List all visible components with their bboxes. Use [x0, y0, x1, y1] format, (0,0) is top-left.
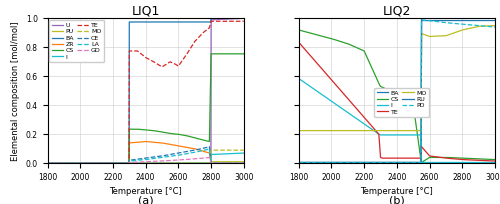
Title: LIQ1: LIQ1	[132, 4, 160, 17]
Text: (b): (b)	[389, 196, 404, 204]
Title: LIQ2: LIQ2	[382, 4, 411, 17]
Y-axis label: Elemental composition [mol/mol]: Elemental composition [mol/mol]	[11, 21, 20, 161]
X-axis label: Temperature [°C]: Temperature [°C]	[110, 187, 182, 196]
X-axis label: Temperature [°C]: Temperature [°C]	[360, 187, 433, 196]
Legend: BA, CS, I, TE, MO, RU, PD: BA, CS, I, TE, MO, RU, PD	[374, 88, 429, 117]
Text: (a): (a)	[138, 196, 154, 204]
Legend: U, PU, BA, ZR, CS, I, TE, MO, CE, LA, GD: U, PU, BA, ZR, CS, I, TE, MO, CE, LA, GD	[50, 20, 104, 62]
